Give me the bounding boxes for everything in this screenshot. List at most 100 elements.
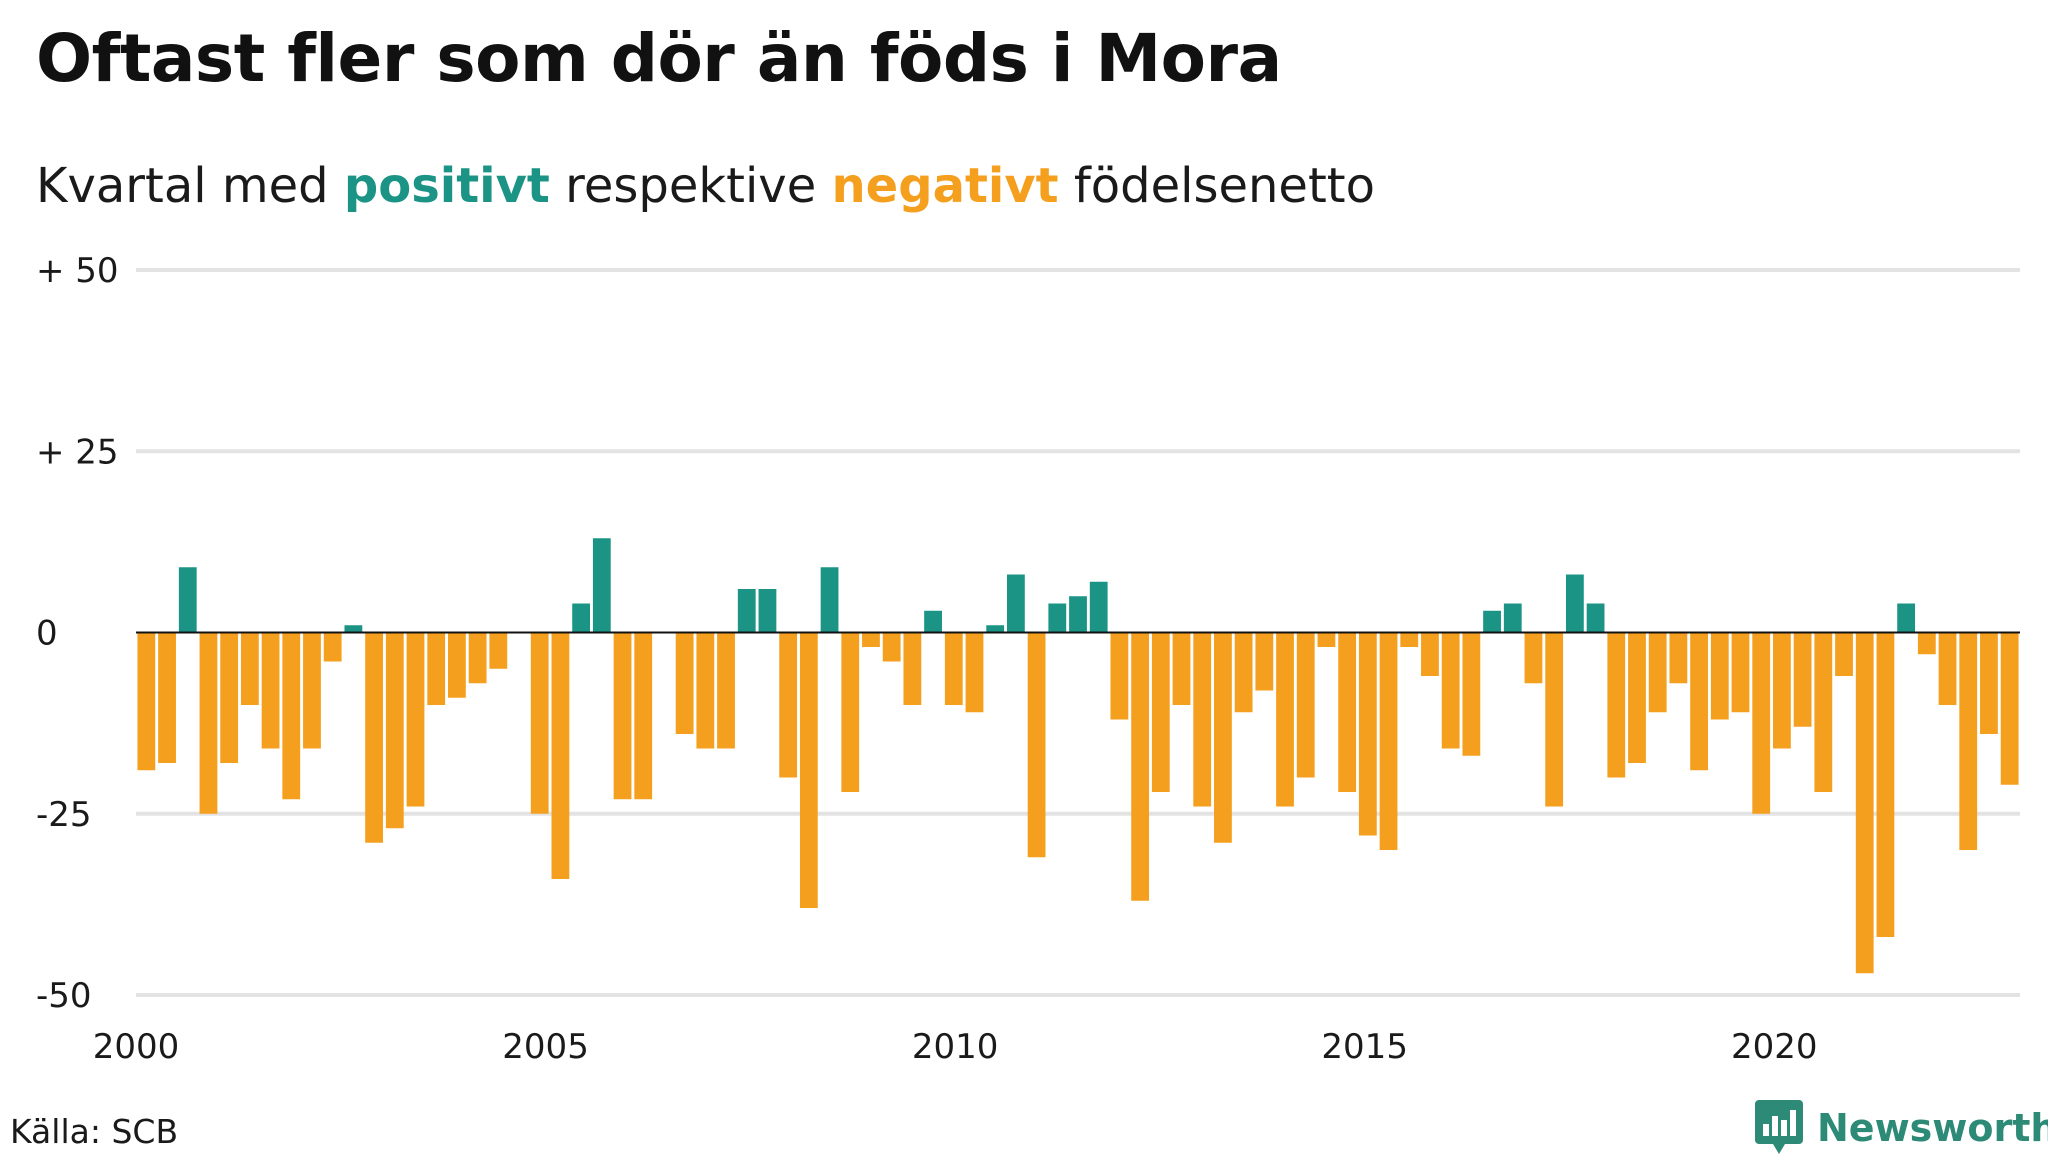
bars	[137, 538, 2019, 974]
bar-negative	[1690, 632, 1708, 771]
bar-negative	[1421, 632, 1439, 676]
bar-negative	[1255, 632, 1274, 691]
y-axis-tick-labels: + 50 + 25 0 -25 -50	[36, 251, 119, 1016]
bar-negative	[1814, 632, 1833, 792]
bar-negative	[779, 632, 798, 778]
bar-negative	[1628, 632, 1646, 763]
bar-positive	[178, 567, 197, 633]
bar-positive	[986, 625, 1005, 633]
bar-negative	[841, 632, 860, 792]
x-tick-label: 2010	[912, 1027, 999, 1067]
bar-negative	[2000, 632, 2019, 785]
chart-title: Oftast fler som dör än föds i Mora	[36, 20, 1282, 97]
bar-negative	[1980, 632, 1998, 734]
bar-chart: + 50 + 25 0 -25 -50 2000 2005 2010 2015 2020	[36, 251, 2020, 1067]
bar-negative	[199, 632, 218, 814]
bar-negative	[1214, 632, 1232, 843]
bar-positive	[1503, 603, 1522, 633]
newsworthy-logo-text: Newsworthy	[1817, 1106, 2048, 1150]
bar-negative	[385, 632, 404, 829]
bar-negative	[675, 632, 694, 734]
bar-negative	[365, 632, 383, 843]
y-tick-label: + 50	[36, 251, 119, 291]
bar-negative	[882, 632, 901, 662]
bar-negative	[862, 632, 880, 647]
bar-negative	[1379, 632, 1398, 850]
bar-positive	[1483, 610, 1501, 633]
bar-positive	[758, 589, 777, 633]
bar-negative	[1855, 632, 1874, 974]
bar-negative	[1172, 632, 1191, 705]
bar-negative	[1151, 632, 1170, 792]
bar-positive	[1006, 574, 1025, 633]
bar-negative	[1110, 632, 1129, 720]
bar-positive	[1089, 581, 1108, 633]
bar-positive	[344, 625, 363, 633]
bar-positive	[1897, 603, 1916, 633]
bar-negative	[1400, 632, 1419, 647]
bar-negative	[551, 632, 570, 879]
y-tick-label: -25	[36, 795, 92, 835]
bar-negative	[323, 632, 342, 662]
bar-negative	[1793, 632, 1812, 727]
bar-negative	[799, 632, 818, 908]
subtitle-positive-word: positivt	[343, 158, 550, 214]
bar-negative	[1648, 632, 1667, 713]
x-axis-tick-labels: 2000 2005 2010 2015 2020	[93, 1027, 1818, 1067]
source-note: Källa: SCB	[10, 1112, 179, 1151]
bar-negative	[1131, 632, 1150, 901]
newsworthy-logo-icon	[1755, 1100, 1803, 1154]
bar-negative	[220, 632, 239, 763]
bar-negative	[261, 632, 280, 749]
bar-negative	[634, 632, 653, 800]
bar-negative	[282, 632, 301, 800]
bar-negative	[1317, 632, 1336, 647]
bar-negative	[1441, 632, 1460, 749]
bar-negative	[696, 632, 715, 749]
bar-negative	[1276, 632, 1294, 807]
gridlines	[136, 268, 2020, 997]
bar-negative	[468, 632, 487, 684]
bar-negative	[1607, 632, 1626, 778]
bar-negative	[1731, 632, 1750, 713]
subtitle-negative-word: negativt	[831, 158, 1059, 214]
bar-negative	[613, 632, 632, 800]
subtitle-middle: respektive	[549, 158, 832, 214]
bar-positive	[737, 589, 756, 633]
bar-negative	[303, 632, 321, 749]
x-tick-label: 2005	[502, 1027, 589, 1067]
bar-negative	[448, 632, 466, 698]
bar-negative	[1835, 632, 1853, 676]
bar-negative	[1938, 632, 1957, 705]
y-tick-label: 0	[36, 614, 58, 654]
bar-negative	[1234, 632, 1253, 713]
bar-negative	[1876, 632, 1895, 937]
bar-negative	[406, 632, 425, 807]
bar-negative	[1917, 632, 1936, 655]
bar-positive	[592, 538, 611, 633]
x-tick-label: 2000	[93, 1027, 180, 1067]
bar-negative	[717, 632, 735, 749]
bar-positive	[1586, 603, 1605, 633]
bar-positive	[1048, 603, 1067, 633]
bar-negative	[1338, 632, 1357, 792]
bar-negative	[1027, 632, 1046, 858]
x-tick-label: 2020	[1731, 1027, 1818, 1067]
newsworthy-logo[interactable]: Newsworthy	[1755, 1100, 2048, 1156]
subtitle-suffix: födelsenetto	[1058, 158, 1375, 214]
bar-negative	[1524, 632, 1543, 684]
bar-positive	[1565, 574, 1584, 633]
bar-positive	[820, 567, 839, 633]
bar-negative	[944, 632, 963, 705]
bar-negative	[1752, 632, 1771, 814]
bar-negative	[489, 632, 508, 669]
bar-negative	[1545, 632, 1564, 807]
y-tick-label: + 25	[36, 432, 119, 472]
bar-negative	[427, 632, 446, 705]
bar-negative	[1358, 632, 1377, 836]
bar-negative	[965, 632, 984, 713]
bar-negative	[1669, 632, 1688, 684]
bar-negative	[137, 632, 156, 771]
subtitle-prefix: Kvartal med	[36, 158, 344, 214]
bar-negative	[1462, 632, 1481, 756]
